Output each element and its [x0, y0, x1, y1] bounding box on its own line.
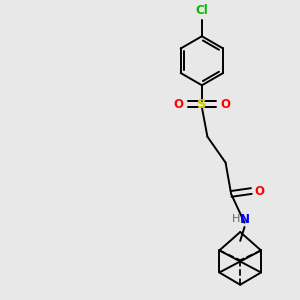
Text: S: S	[197, 98, 207, 110]
Text: O: O	[221, 98, 231, 110]
Text: Cl: Cl	[196, 4, 208, 17]
Text: O: O	[173, 98, 183, 110]
Text: N: N	[240, 213, 250, 226]
Text: O: O	[254, 184, 264, 197]
Text: H: H	[232, 214, 241, 224]
